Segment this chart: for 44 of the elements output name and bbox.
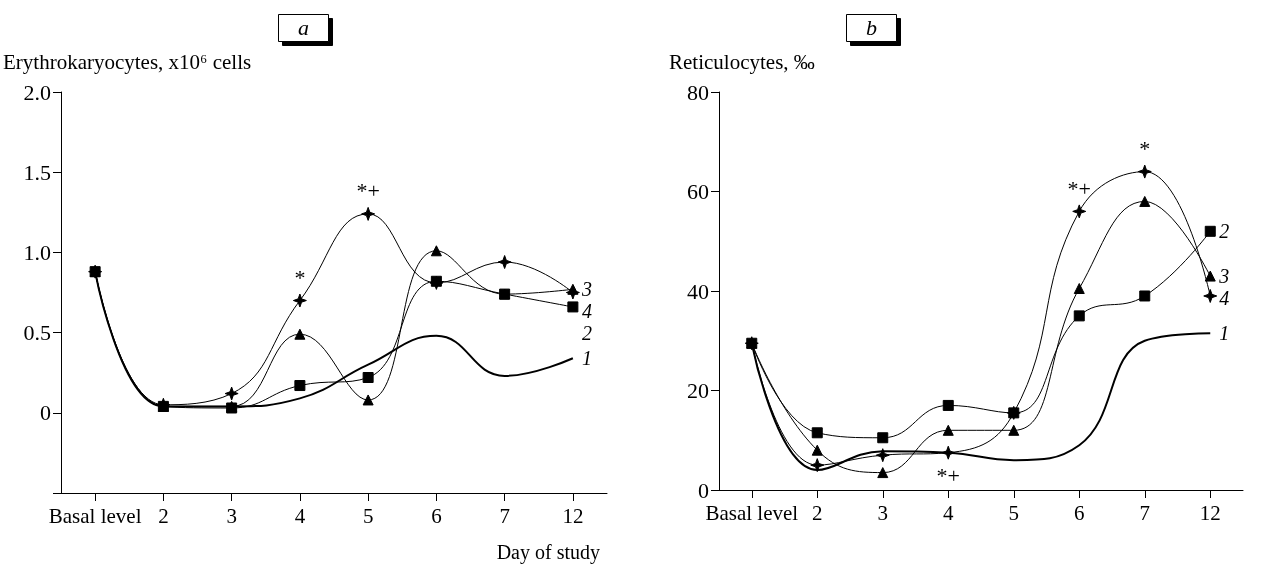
x-tick-label: Basal level — [705, 500, 799, 525]
series-label: 1 — [1219, 322, 1230, 345]
x-tick-label: 3 — [226, 503, 237, 528]
chart-title: a — [298, 14, 309, 40]
y-tick-label: 20 — [687, 378, 709, 403]
y-tick-label: 0.5 — [23, 320, 51, 346]
annotation: *+ — [356, 178, 380, 204]
x-tick-label: 7 — [1139, 500, 1150, 525]
series-label: 3 — [1218, 265, 1230, 288]
annotation: * — [294, 265, 306, 291]
x-tick-label: Basal level — [48, 503, 142, 528]
x-tick-label: 2 — [158, 503, 169, 528]
y-tick-label: 60 — [687, 179, 709, 204]
y-axis-title: Reticulocytes, ‰ — [669, 49, 815, 74]
annotation: * — [1139, 136, 1151, 162]
series-label: 1 — [581, 347, 592, 370]
x-tick-label: 5 — [1008, 500, 1019, 525]
series-label: 3 — [580, 278, 592, 301]
annotation: *+ — [936, 463, 960, 489]
x-tick-label: 6 — [1074, 500, 1085, 525]
series-label: 4 — [1219, 287, 1230, 310]
y-tick-label: 2.0 — [23, 79, 51, 105]
y-axis-title: Erythrokaryocytes, x10⁶ cells — [3, 49, 252, 74]
y-tick-label: 0 — [40, 400, 51, 426]
y-tick-label: 0 — [698, 477, 709, 503]
y-tick-label: 1.5 — [23, 159, 51, 185]
annotation: *+ — [1067, 175, 1091, 201]
x-tick-label: 4 — [294, 503, 306, 528]
x-tick-label: 6 — [431, 503, 442, 528]
x-tick-label: 4 — [943, 500, 954, 525]
x-tick-label: 3 — [877, 500, 888, 525]
y-tick-label: 40 — [687, 278, 709, 304]
x-axis-title: Day of study — [496, 541, 601, 564]
series-label: 2 — [581, 322, 592, 345]
y-tick-label: 80 — [687, 79, 709, 105]
x-tick-label: 12 — [562, 503, 584, 528]
x-tick-label: 12 — [1199, 500, 1221, 525]
x-tick-label: 5 — [362, 503, 374, 528]
x-tick-label: 7 — [499, 503, 510, 528]
chart-title: b — [866, 14, 877, 40]
x-tick-label: 2 — [812, 500, 823, 525]
series-label: 2 — [1219, 220, 1230, 243]
y-tick-label: 1.0 — [23, 239, 51, 265]
series-label: 4 — [581, 300, 592, 323]
